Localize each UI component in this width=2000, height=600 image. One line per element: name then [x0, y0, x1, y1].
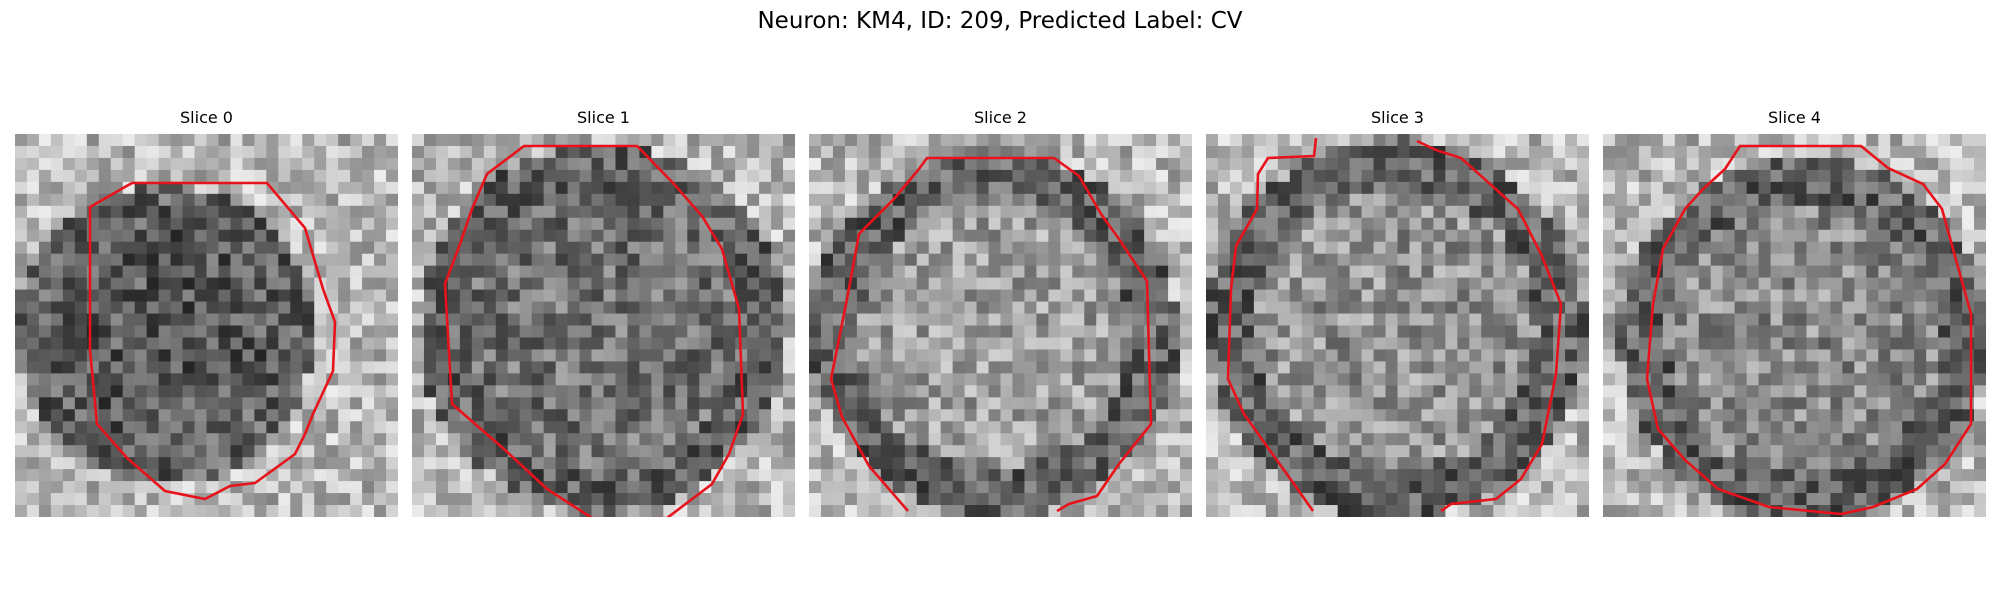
pixel-grid — [15, 134, 398, 517]
slice-title: Slice 2 — [974, 108, 1027, 127]
segmentation-contour — [443, 144, 745, 517]
pixel-grid — [809, 134, 1192, 517]
slice-panel-4: Slice 4 — [1603, 108, 1986, 518]
slice-panel-1: Slice 1 — [412, 108, 795, 518]
segmentation-contour — [88, 181, 337, 501]
slice-title: Slice 0 — [180, 108, 233, 127]
segmentation-contour — [1645, 144, 1973, 516]
segmentation-contour — [1226, 137, 1318, 512]
slice-title: Slice 3 — [1371, 108, 1424, 127]
segmentation-contour — [1416, 139, 1563, 513]
pixel-grid — [412, 134, 795, 517]
slice-title: Slice 1 — [577, 108, 630, 127]
slice-panel-3: Slice 3 — [1206, 108, 1589, 518]
slice-panel-0: Slice 0 — [15, 108, 398, 518]
segmentation-contour — [829, 156, 1153, 513]
pixel-grid — [1206, 134, 1589, 517]
slice-image — [1206, 134, 1589, 517]
slice-image — [412, 134, 795, 517]
slice-image — [15, 134, 398, 517]
slice-image — [809, 134, 1192, 517]
slice-image — [1603, 134, 1986, 517]
figure-title: Neuron: KM4, ID: 209, Predicted Label: C… — [757, 8, 1243, 34]
slice-title: Slice 4 — [1768, 108, 1821, 127]
slice-panel-2: Slice 2 — [809, 108, 1192, 518]
